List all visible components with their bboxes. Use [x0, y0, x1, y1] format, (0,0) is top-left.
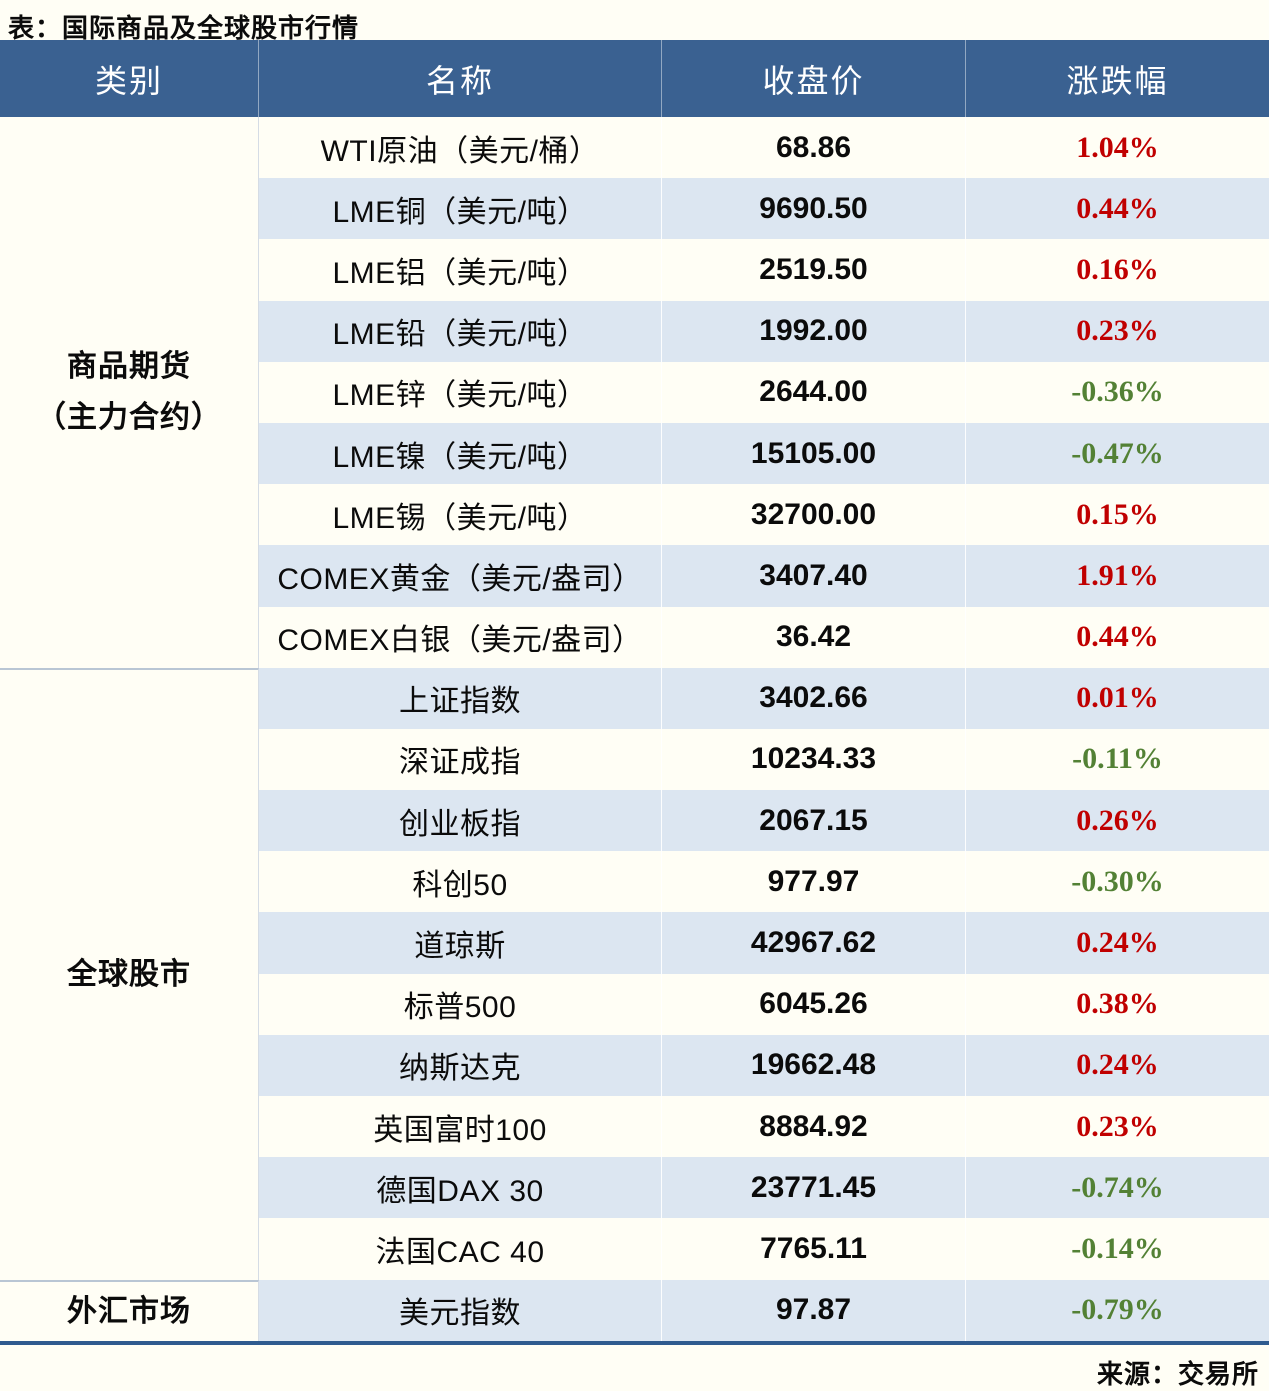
market-table: 类别 名称 收盘价 涨跌幅 商品期货 （主力合约） WTI原油（美元/桶） 68.8… [0, 40, 1269, 1345]
change-pct-cell: -0.11% [1072, 742, 1163, 776]
close-price-cell: 6045.26 [662, 973, 966, 1035]
name-cell: 德国DAX 30 [259, 1157, 662, 1219]
change-pct-cell: -0.14% [1071, 1231, 1164, 1265]
col-header-category: 类别 [0, 40, 259, 117]
close-price-cell: 3407.40 [662, 545, 966, 607]
change-pct-cell: 0.44% [1076, 620, 1159, 654]
name-cell: 标普500 [259, 973, 662, 1035]
name-cell: LME锌（美元/吨） [259, 361, 662, 423]
close-price-cell: 10234.33 [662, 728, 966, 791]
change-pct-cell: 0.38% [1076, 987, 1159, 1021]
close-price-cell: 15105.00 [662, 422, 966, 485]
close-price-cell: 36.42 [662, 606, 966, 668]
close-price-cell: 1992.00 [662, 300, 966, 362]
name-cell: 道琼斯 [259, 912, 662, 974]
category-cell: 全球股市 [0, 667, 259, 1280]
col-header-change-pct: 涨跌幅 [966, 40, 1269, 117]
change-pct-cell: -0.47% [966, 422, 1269, 485]
name-cell: LME铅（美元/吨） [259, 300, 662, 362]
change-pct-cell: 0.01% [966, 667, 1269, 729]
name-cell: 深证成指 [259, 728, 662, 791]
name-cell: 科创50 [259, 851, 662, 913]
name-cell: 法国CAC 40 [259, 1218, 662, 1280]
change-pct-cell: 0.23% [1076, 1109, 1159, 1143]
col-header-close-price: 收盘价 [662, 40, 966, 117]
close-price-cell: 8884.92 [662, 1096, 966, 1158]
change-pct-cell: 1.04% [1076, 130, 1159, 164]
close-price-cell: 9690.50 [662, 178, 966, 240]
close-price-cell: 7765.11 [662, 1218, 966, 1280]
change-pct-cell: -0.74% [966, 1157, 1269, 1219]
close-price-cell: 32700.00 [662, 484, 966, 546]
name-cell: LME镍（美元/吨） [259, 422, 662, 485]
name-cell: 创业板指 [259, 790, 662, 852]
name-cell: 纳斯达克 [259, 1034, 662, 1096]
close-price-cell: 19662.48 [662, 1034, 966, 1096]
close-price-cell: 2519.50 [662, 239, 966, 301]
change-pct-cell: 0.23% [966, 300, 1269, 362]
close-price-cell: 2067.15 [662, 790, 966, 852]
close-price-cell: 68.86 [662, 117, 966, 179]
close-price-cell: 97.87 [662, 1279, 966, 1341]
name-cell: LME铝（美元/吨） [259, 239, 662, 301]
table-title: 表：国际商品及全球股市行情 [8, 13, 360, 43]
name-cell: 美元指数 [259, 1279, 662, 1341]
name-cell: 上证指数 [259, 667, 662, 729]
change-pct-cell: 1.91% [966, 545, 1269, 607]
change-pct-cell: 0.15% [1076, 497, 1159, 531]
change-pct-cell: -0.79% [966, 1279, 1269, 1341]
close-price-cell: 42967.62 [662, 912, 966, 974]
category-cell: 外汇市场 [0, 1279, 259, 1341]
name-cell: LME铜（美元/吨） [259, 178, 662, 240]
category-cell: 商品期货 （主力合约） [0, 117, 259, 668]
close-price-cell: 3402.66 [662, 667, 966, 729]
name-cell: 英国富时100 [259, 1096, 662, 1158]
change-pct-cell: 0.24% [966, 1034, 1269, 1096]
name-cell: COMEX白银（美元/盎司） [259, 606, 662, 668]
name-cell: LME锡（美元/吨） [259, 484, 662, 546]
change-pct-cell: -0.30% [1071, 864, 1164, 898]
close-price-cell: 23771.45 [662, 1157, 966, 1219]
change-pct-cell: 0.44% [966, 178, 1269, 240]
change-pct-cell: -0.36% [1071, 375, 1164, 409]
change-pct-cell: 0.24% [966, 912, 1269, 974]
close-price-cell: 977.97 [662, 851, 966, 913]
change-pct-cell: 0.26% [966, 790, 1269, 852]
source-note: 来源：交易所 [1096, 1358, 1259, 1389]
name-cell: WTI原油（美元/桶） [259, 117, 662, 179]
close-price-cell: 2644.00 [662, 361, 966, 423]
change-pct-cell: 0.16% [1076, 252, 1159, 286]
name-cell: COMEX黄金（美元/盎司） [259, 545, 662, 607]
col-header-name: 名称 [259, 40, 662, 117]
